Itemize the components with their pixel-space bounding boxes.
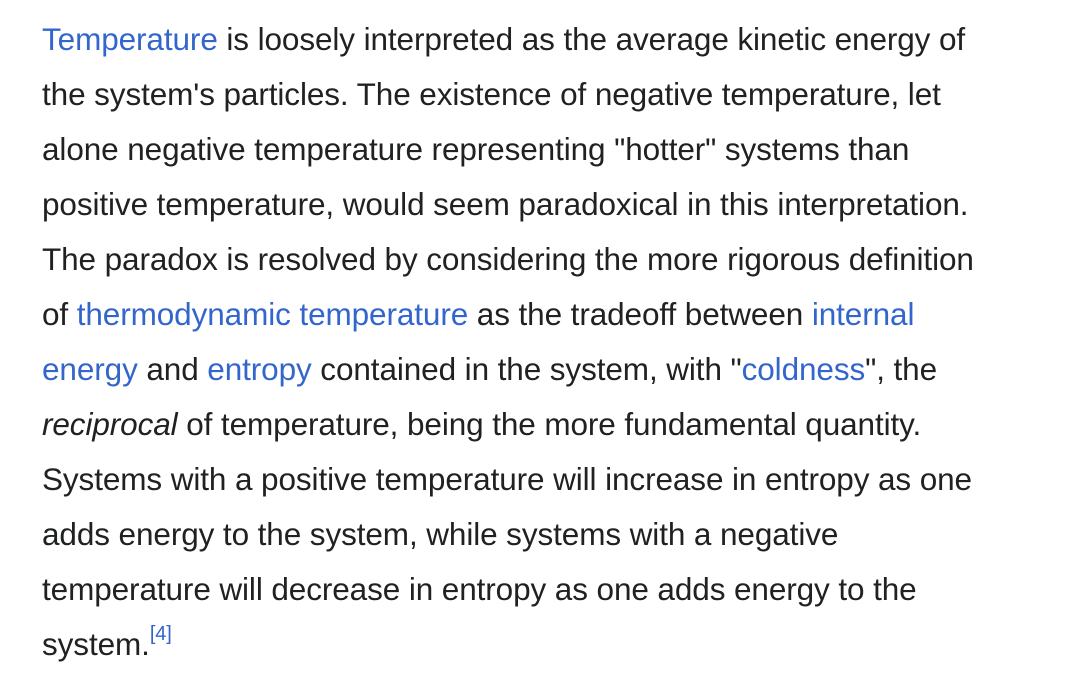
- paragraph-text: as the tradeoff between: [468, 296, 812, 332]
- paragraph-text: temperature will decrease in entropy as …: [42, 571, 917, 607]
- paragraph-line: positive temperature, would seem paradox…: [42, 177, 1052, 232]
- paragraph-text: adds energy to the system, while systems…: [42, 516, 839, 552]
- link-coldness[interactable]: coldness: [741, 351, 866, 387]
- paragraph-line: temperature will decrease in entropy as …: [42, 562, 1052, 617]
- citation-link-4[interactable]: [4]: [149, 622, 172, 645]
- paragraph-line: alone negative temperature representing …: [42, 122, 1052, 177]
- paragraph-text: the system's particles. The existence of…: [42, 76, 941, 112]
- paragraph-text: and: [137, 351, 208, 387]
- link-thermodynamic-temperature[interactable]: thermodynamic temperature: [76, 296, 469, 332]
- emphasis-reciprocal: reciprocal: [42, 406, 178, 442]
- link-temperature[interactable]: Temperature: [42, 21, 218, 57]
- paragraph-line: system.[4]: [42, 617, 1052, 672]
- link-entropy[interactable]: entropy: [207, 351, 312, 387]
- paragraph-line: adds energy to the system, while systems…: [42, 507, 1052, 562]
- paragraph-line: Systems with a positive temperature will…: [42, 452, 1052, 507]
- paragraph-text: ", the: [865, 351, 938, 387]
- link-internal-energy-part1[interactable]: internal: [811, 296, 915, 332]
- paragraph-line: The paradox is resolved by considering t…: [42, 232, 1052, 287]
- paragraph-line: energy and entropy contained in the syst…: [42, 342, 1052, 397]
- link-internal-energy-part2[interactable]: energy: [42, 351, 138, 387]
- paragraph-text: Systems with a positive temperature will…: [42, 461, 972, 497]
- paragraph-text: of temperature, being the more fundament…: [177, 406, 922, 442]
- paragraph-line: reciprocal of temperature, being the mor…: [42, 397, 1052, 452]
- paragraph-text: system.: [42, 626, 150, 662]
- paragraph-line: Temperature is loosely interpreted as th…: [42, 12, 1052, 67]
- paragraph-text: is loosely interpreted as the average ki…: [217, 21, 966, 57]
- article-paragraph: Temperature is loosely interpreted as th…: [42, 12, 1052, 672]
- paragraph-text: of: [42, 296, 77, 332]
- paragraph-text: positive temperature, would seem paradox…: [42, 186, 969, 222]
- paragraph-text: The paradox is resolved by considering t…: [42, 241, 974, 277]
- paragraph-line: the system's particles. The existence of…: [42, 67, 1052, 122]
- paragraph-text: contained in the system, with ": [311, 351, 742, 387]
- paragraph-text: alone negative temperature representing …: [42, 131, 910, 167]
- paragraph-line: of thermodynamic temperature as the trad…: [42, 287, 1052, 342]
- citation-superscript: [4]: [150, 623, 172, 645]
